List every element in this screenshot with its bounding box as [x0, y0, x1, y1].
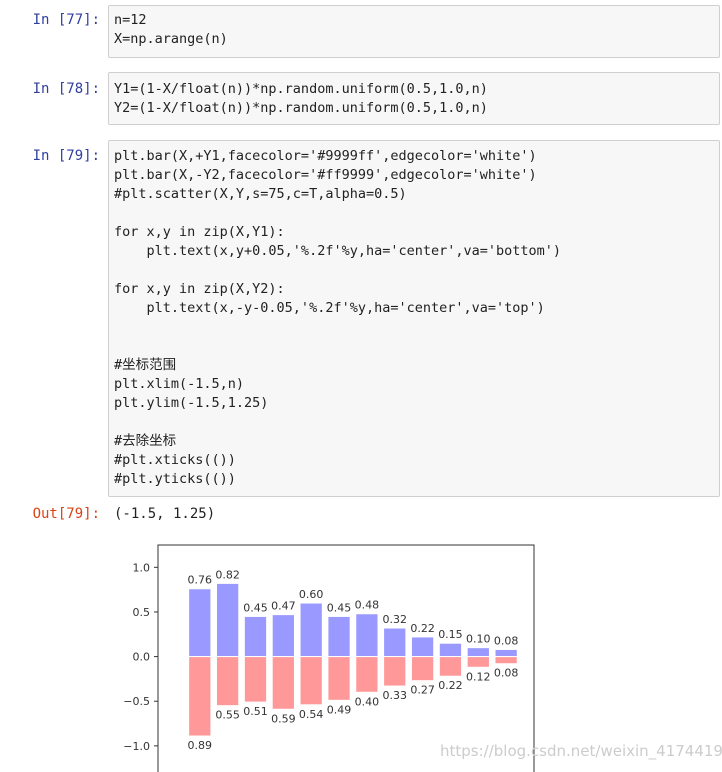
bar [243, 615, 268, 658]
value-label: 0.82 [215, 568, 240, 581]
bar [494, 656, 518, 665]
bar [188, 656, 212, 737]
bar [271, 656, 295, 710]
value-label: 0.22 [410, 622, 435, 635]
chart: 1.00.50.0−0.5−1.00.76 0.820.45 0.470.600.4… [123, 544, 535, 772]
bar [188, 588, 212, 658]
bar [438, 656, 463, 677]
value-label: 0.76 [188, 574, 213, 587]
cell-prompt: In [78]: [32, 81, 100, 97]
y-tick-label: 0.5 [133, 606, 151, 619]
value-label: 0.49 [327, 703, 352, 716]
value-label: 0.45 [243, 601, 268, 614]
cell-prompt: In [77]: [32, 12, 100, 28]
value-label: 0.08 [494, 634, 519, 647]
value-label: 0.32 [382, 613, 407, 626]
bar [383, 627, 407, 658]
bar [410, 656, 435, 682]
bar [299, 656, 323, 706]
bar [355, 613, 379, 658]
value-label: 0.22 [438, 679, 463, 692]
bar [494, 648, 518, 658]
output-text: (-1.5, 1.25) [114, 506, 216, 522]
value-label: 0.10 [466, 633, 491, 646]
value-label: 0.60 [299, 588, 324, 601]
y-tick-label: −1.0 [123, 740, 150, 753]
bar [271, 614, 295, 658]
value-label: 0.54 [299, 708, 324, 721]
bar [410, 636, 435, 658]
value-label: 0.33 [382, 689, 407, 702]
bar [327, 615, 351, 658]
bar [215, 656, 240, 707]
bar [243, 656, 268, 703]
bar [383, 656, 407, 687]
value-label: 0.12 [466, 670, 491, 683]
value-label: 0.15 [438, 628, 463, 641]
bar [466, 647, 490, 658]
bar [438, 642, 463, 658]
code: plt.bar(X,+Y1,facecolor='#9999ff',edgeco… [114, 148, 562, 487]
value-label: 0.45 [327, 601, 352, 614]
watermark: https://blog.csdn.net/weixin_41744192 [440, 742, 722, 760]
code-cell[interactable]: Y1=(1-X/float(n))*np.random.uniform(0.5,… [108, 72, 720, 125]
code-cell[interactable]: n=12 X=np.arange(n) [108, 5, 720, 58]
code-cell[interactable]: plt.bar(X,+Y1,facecolor='#9999ff',edgeco… [108, 140, 720, 497]
bar [215, 582, 240, 658]
bar [466, 656, 490, 668]
value-label: 0.48 [355, 599, 380, 612]
value-label: 0.47 [271, 600, 296, 613]
value-label: 0.08 [494, 667, 519, 680]
plot-frame [157, 544, 535, 772]
y-tick-label: −0.5 [123, 695, 150, 708]
bar [327, 656, 351, 701]
code: n=12 X=np.arange(n) [114, 12, 228, 47]
output-prompt: Out[79]: [32, 506, 100, 522]
cell-prompt: In [79]: [32, 148, 100, 164]
y-tick-label: 1.0 [133, 561, 151, 574]
code: Y1=(1-X/float(n))*np.random.uniform(0.5,… [114, 81, 488, 116]
bar [299, 602, 323, 658]
y-tick-label: 0.0 [133, 651, 151, 664]
value-label: 0.55 [215, 709, 240, 722]
value-label: 0.40 [355, 695, 380, 708]
value-label: 0.59 [271, 712, 296, 725]
value-label: 0.51 [243, 705, 268, 718]
value-label: 0.27 [410, 684, 435, 697]
bar [355, 656, 379, 693]
value-label: 0.89 [188, 739, 213, 752]
